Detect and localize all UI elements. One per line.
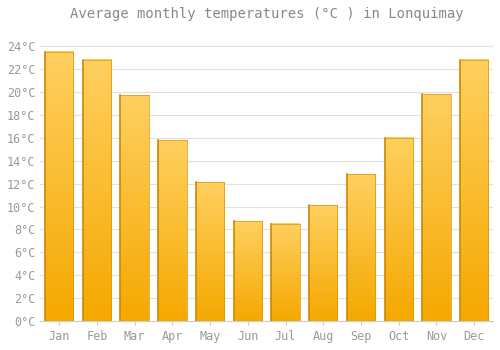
Title: Average monthly temperatures (°C ) in Lonquimay: Average monthly temperatures (°C ) in Lo… <box>70 7 464 21</box>
